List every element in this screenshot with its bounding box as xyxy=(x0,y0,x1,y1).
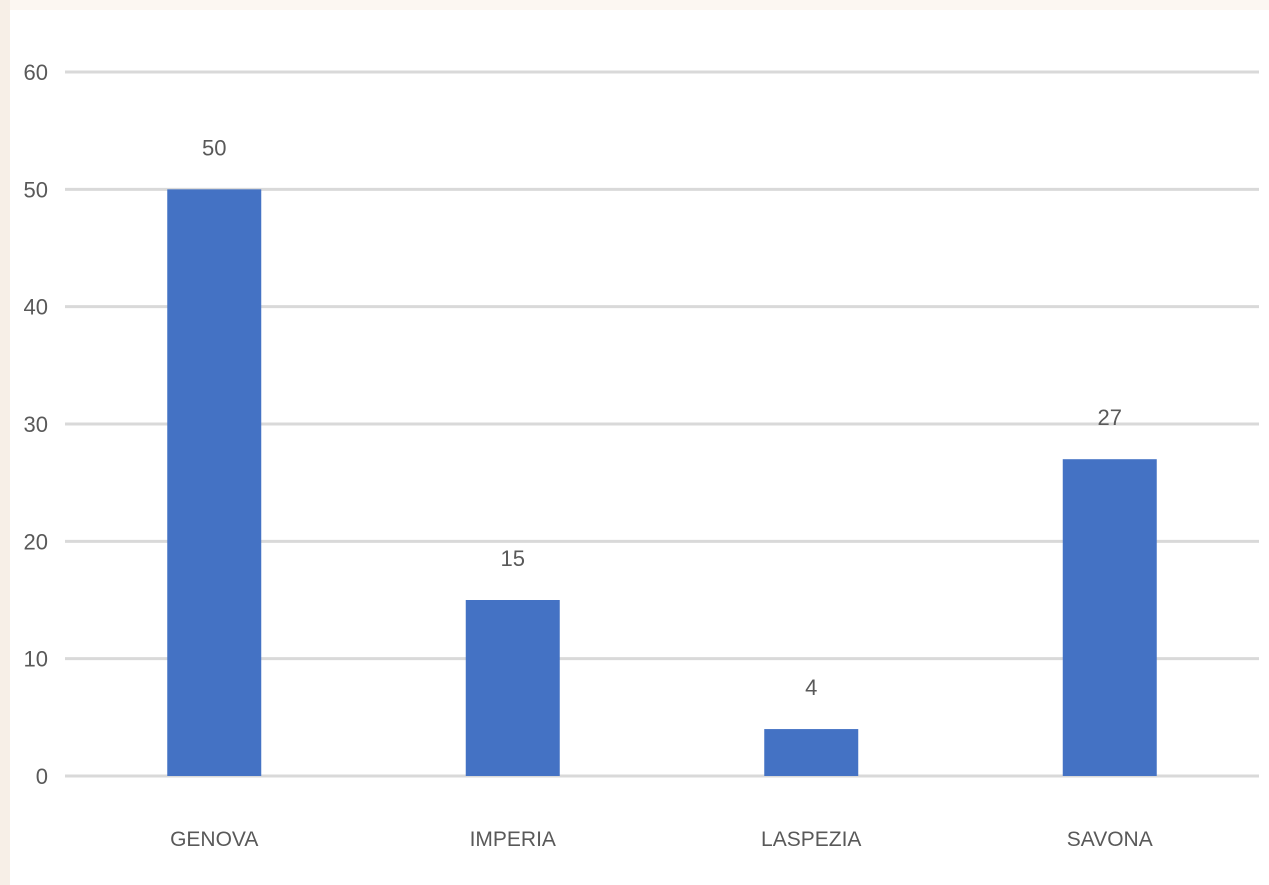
category-label-genova: GENOVA xyxy=(170,828,258,851)
y-tick-label: 10 xyxy=(24,647,48,672)
category-label-imperia: IMPERIA xyxy=(470,828,556,851)
gridlines xyxy=(65,70,1259,778)
bar-genova xyxy=(167,189,262,777)
bar-imperia xyxy=(465,600,560,776)
bars xyxy=(167,189,1157,777)
bar-laspezia xyxy=(764,729,859,776)
category-label-savona: SAVONA xyxy=(1067,828,1153,851)
y-tick-label: 60 xyxy=(24,60,48,85)
data-labels: 50 15 4 27 xyxy=(202,135,1122,700)
y-tick-label: 40 xyxy=(24,295,48,320)
x-axis-categories: GENOVA IMPERIA LASPEZIA SAVONA xyxy=(170,828,1153,851)
data-label-imperia: 15 xyxy=(501,546,525,571)
y-tick-label: 0 xyxy=(36,764,48,789)
y-tick-label: 30 xyxy=(24,412,48,437)
y-tick-label: 50 xyxy=(24,177,48,202)
data-label-laspezia: 4 xyxy=(805,675,817,700)
category-label-laspezia: LASPEZIA xyxy=(761,828,861,851)
bar-savona xyxy=(1062,459,1157,776)
data-label-savona: 27 xyxy=(1098,405,1122,430)
y-axis-ticks: 0 10 20 30 40 50 60 xyxy=(24,60,48,789)
y-tick-label: 20 xyxy=(24,529,48,554)
data-label-genova: 50 xyxy=(202,135,226,160)
page-edge xyxy=(0,0,10,885)
